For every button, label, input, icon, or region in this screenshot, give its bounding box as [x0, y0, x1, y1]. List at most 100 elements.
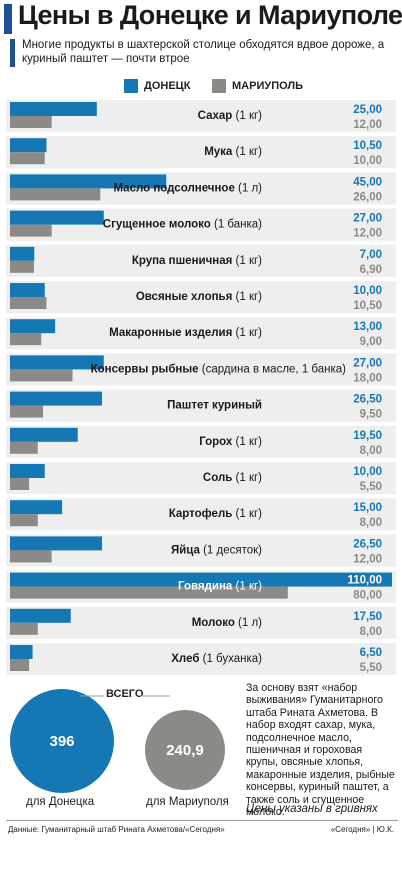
bar-mariupol — [10, 369, 73, 382]
legend-swatch-mariupol — [212, 79, 226, 93]
category-label: Мука (1 кг) — [204, 146, 262, 158]
value-donetsk: 27,00 — [353, 213, 382, 225]
row-background — [6, 606, 396, 639]
title-accent-bar — [4, 4, 12, 34]
bar-mariupol — [10, 478, 30, 490]
legend-label-donetsk: ДОНЕЦК — [144, 80, 191, 92]
category-name: Говядина — [178, 581, 233, 593]
category-unit: (1 кг) — [232, 581, 262, 593]
bar-mariupol — [10, 260, 34, 273]
value-donetsk: 10,00 — [353, 285, 382, 297]
category-unit: (1 кг) — [232, 508, 262, 520]
category-name: Макаронные изделия — [109, 327, 232, 339]
category-label: Картофель (1 кг) — [169, 508, 262, 520]
category-name: Консервы рыбные — [91, 363, 199, 375]
bar-mariupol — [10, 116, 52, 128]
bar-chart: Сахар (1 кг) 25,00 12,00 Мука (1 кг) 10,50 10… — [6, 100, 396, 676]
bar-donetsk — [10, 102, 97, 116]
value-donetsk: 6,50 — [360, 647, 382, 659]
category-label: Масло подсолнечное (1 л) — [113, 182, 262, 194]
category-unit: (1 кг) — [232, 110, 262, 122]
category-name: Паштет куриный — [167, 400, 262, 412]
bar-donetsk — [10, 500, 63, 515]
value-donetsk: 45,00 — [353, 176, 382, 188]
category-label: Говядина (1 кг) — [178, 581, 262, 593]
category-name: Молоко — [192, 617, 235, 629]
row-background — [6, 136, 396, 169]
category-label: Соль (1 кг) — [203, 472, 262, 484]
methodology-note: За основу взят «набор выживания» Гуманит… — [246, 682, 395, 819]
bar-mariupol — [10, 622, 38, 635]
value-donetsk: 13,00 — [353, 321, 382, 333]
value-donetsk: 26,50 — [353, 538, 382, 550]
row-background — [6, 317, 396, 350]
value-mariupol: 26,00 — [353, 191, 382, 203]
total-label-mariupol: для Мариуполя — [146, 796, 229, 808]
legend-item-donetsk: ДОНЕЦК — [124, 79, 190, 93]
bar-mariupol — [10, 152, 45, 165]
bar-mariupol — [10, 333, 42, 346]
category-name: Горох — [199, 436, 233, 448]
bar-donetsk — [10, 210, 104, 225]
category-unit: (1 кг) — [232, 146, 262, 158]
category-unit: (1 буханка) — [199, 653, 262, 665]
value-mariupol: 12,00 — [353, 119, 382, 131]
category-unit: (1 кг) — [232, 472, 262, 484]
value-mariupol: 9,50 — [360, 409, 382, 421]
bar-donetsk — [10, 138, 47, 153]
value-donetsk: 19,50 — [353, 430, 382, 442]
bar-donetsk — [10, 427, 78, 442]
category-label: Овсяные хлопья (1 кг) — [136, 291, 262, 303]
value-donetsk: 26,50 — [353, 394, 382, 406]
value-mariupol: 5,50 — [360, 481, 382, 493]
category-unit: (1 кг) — [232, 291, 262, 303]
category-label: Сгущенное молоко (1 банка) — [103, 219, 262, 231]
footer-divider — [6, 820, 398, 821]
bar-donetsk — [10, 391, 103, 406]
row-background — [6, 498, 396, 531]
bar-mariupol — [10, 297, 47, 309]
bar-mariupol — [10, 586, 288, 599]
value-donetsk: 15,00 — [353, 502, 382, 514]
legend: ДОНЕЦК МАРИУПОЛЬ — [0, 79, 402, 95]
value-mariupol: 80,00 — [353, 590, 382, 602]
category-name: Соль — [203, 472, 232, 484]
category-label: Сахар (1 кг) — [198, 110, 263, 122]
category-name: Масло подсолнечное — [113, 182, 234, 194]
category-name: Крупа пшеничная — [132, 255, 233, 267]
category-unit: (1 л) — [235, 617, 262, 629]
category-label: Паштет куриный — [167, 400, 262, 412]
total-label-donetsk: для Донецка — [26, 796, 95, 808]
category-unit: (сардина в масле, 1 банка) — [199, 363, 347, 375]
bar-mariupol — [10, 188, 101, 201]
chart-title: Цены в Донецке и Мариуполе — [18, 0, 402, 30]
totals-section: ВСЕГО 396 240,9 для Донецка для Мариупол… — [0, 680, 402, 850]
legend-label-mariupol: МАРИУПОЛЬ — [232, 80, 304, 92]
units-note: Цены указаны в гривнях — [246, 803, 378, 815]
value-mariupol: 6,90 — [360, 264, 382, 276]
bar-mariupol — [10, 405, 43, 418]
lead-text: Многие продукты в шахтерской столице обх… — [22, 39, 385, 65]
category-name: Яйца — [171, 544, 201, 556]
category-unit: (1 кг) — [232, 327, 262, 339]
credit-note: «Сегодня» | Ю.К. — [330, 825, 394, 834]
total-value-mariupol: 240,9 — [166, 742, 204, 759]
total-circle-mariupol — [145, 710, 225, 790]
legend-swatch-donetsk — [124, 79, 138, 93]
value-donetsk: 10,50 — [353, 140, 382, 152]
value-mariupol: 10,50 — [353, 300, 382, 312]
totals-graphic: 396 240,9 — [10, 689, 225, 793]
category-name: Овсяные хлопья — [136, 291, 233, 303]
value-mariupol: 8,00 — [360, 517, 382, 529]
category-label: Консервы рыбные (сардина в масле, 1 банк… — [91, 363, 347, 375]
value-mariupol: 18,00 — [353, 372, 382, 384]
category-label: Крупа пшеничная (1 кг) — [132, 255, 262, 267]
total-value-donetsk: 396 — [49, 733, 74, 750]
category-name: Сахар — [198, 110, 233, 122]
bar-donetsk — [10, 608, 71, 623]
value-mariupol: 10,00 — [353, 155, 382, 167]
value-donetsk: 110,00 — [347, 575, 382, 587]
value-donetsk: 7,00 — [360, 249, 382, 261]
category-unit: (1 кг) — [232, 436, 262, 448]
value-mariupol: 12,00 — [353, 553, 382, 565]
